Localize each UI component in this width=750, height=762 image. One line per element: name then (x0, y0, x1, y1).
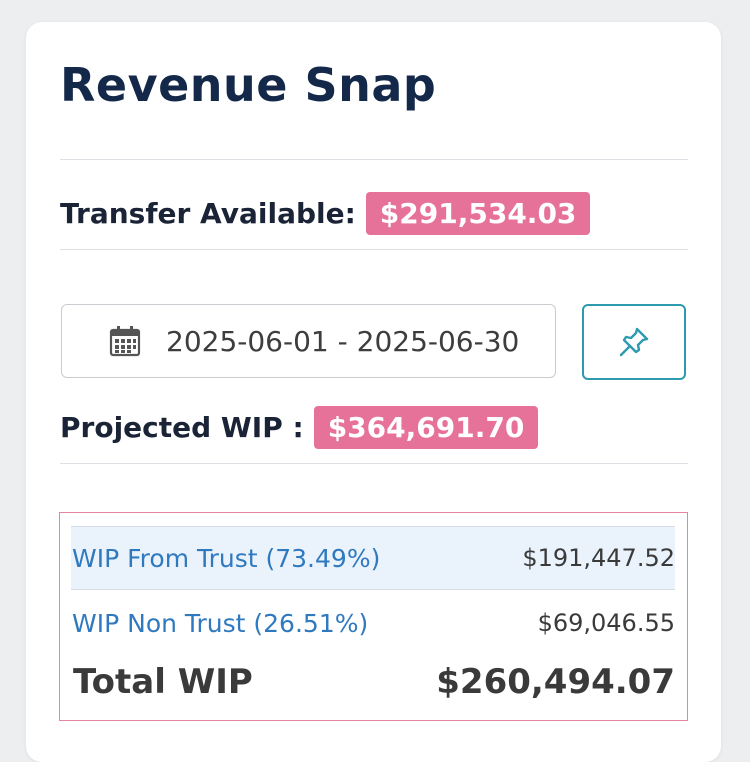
wip-non-trust-link[interactable]: WIP Non Trust (26.51%) (72, 608, 369, 638)
wip-non-trust-amount: $69,046.55 (537, 609, 675, 637)
transfer-divider (60, 249, 688, 250)
transfer-available-label: Transfer Available: (60, 197, 356, 230)
title-divider (60, 159, 688, 160)
projected-wip-badge: $364,691.70 (313, 406, 539, 449)
pin-icon (619, 327, 649, 357)
calendar-icon (109, 326, 141, 357)
card-title: Revenue Snap (60, 58, 437, 112)
projected-divider (60, 463, 688, 464)
projected-wip-label: Projected WIP : (60, 411, 304, 444)
wip-row-total: Total WIP $260,494.07 (71, 654, 675, 710)
wip-from-trust-link[interactable]: WIP From Trust (73.49%) (72, 543, 381, 573)
date-range-picker[interactable]: 2025-06-01 - 2025-06-30 (61, 304, 556, 378)
projected-wip-row: Projected WIP : $364,691.70 (60, 406, 539, 449)
transfer-available-badge: $291,534.03 (365, 192, 591, 235)
total-wip-amount: $260,494.07 (436, 662, 675, 702)
total-wip-label: Total WIP (73, 662, 253, 702)
pin-button[interactable] (582, 304, 686, 380)
wip-breakdown-panel: WIP From Trust (73.49%) $191,447.52 WIP … (59, 512, 688, 721)
date-range-value: 2025-06-01 - 2025-06-30 (166, 324, 520, 358)
transfer-available-row: Transfer Available: $291,534.03 (60, 192, 591, 235)
wip-row-non-trust: WIP Non Trust (26.51%) $69,046.55 (71, 592, 675, 654)
revenue-snap-card (26, 22, 721, 762)
wip-from-trust-amount: $191,447.52 (522, 544, 675, 572)
wip-row-trust: WIP From Trust (73.49%) $191,447.52 (71, 526, 675, 590)
